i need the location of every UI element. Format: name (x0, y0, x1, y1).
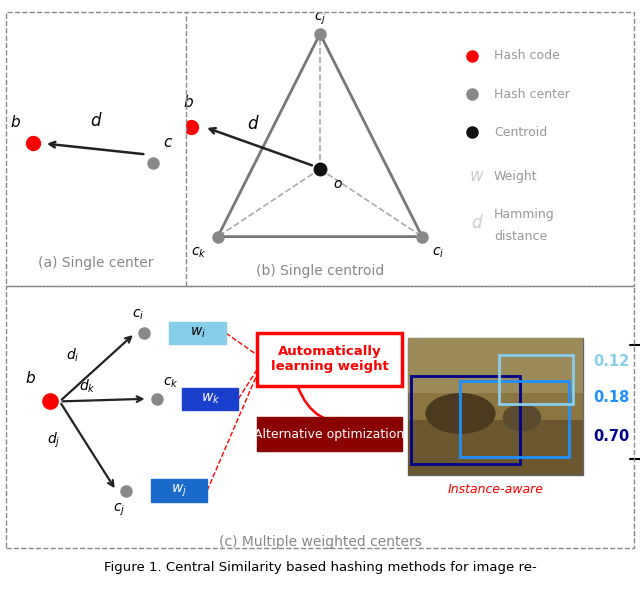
Ellipse shape (426, 393, 495, 434)
Text: $c_k$: $c_k$ (163, 375, 179, 390)
Text: Weight: Weight (494, 170, 538, 183)
Text: 0.70: 0.70 (593, 429, 629, 444)
Text: $w$: $w$ (468, 168, 484, 185)
Text: Automatically
learning weight: Automatically learning weight (271, 346, 388, 374)
Text: $b$: $b$ (10, 114, 21, 130)
FancyBboxPatch shape (170, 322, 226, 345)
Text: Figure 1. Central Similarity based hashing methods for image re-: Figure 1. Central Similarity based hashi… (104, 560, 536, 574)
FancyBboxPatch shape (257, 417, 401, 451)
FancyBboxPatch shape (408, 420, 584, 475)
Text: Instance-aware: Instance-aware (447, 483, 543, 496)
Text: $d_k$: $d_k$ (79, 378, 95, 395)
FancyBboxPatch shape (150, 480, 207, 502)
Text: Hamming: Hamming (494, 208, 555, 221)
Text: Hash code: Hash code (494, 49, 560, 62)
Text: Hash center: Hash center (494, 87, 570, 101)
Text: $b$: $b$ (25, 370, 36, 386)
Text: $b$: $b$ (183, 95, 194, 110)
Text: (b) Single centroid: (b) Single centroid (256, 264, 384, 278)
FancyBboxPatch shape (257, 333, 401, 386)
Text: 0.18: 0.18 (593, 390, 629, 405)
Text: $d$: $d$ (90, 112, 102, 130)
Text: $c_i$: $c_i$ (132, 308, 144, 322)
FancyBboxPatch shape (408, 339, 584, 475)
Text: $d_i$: $d_i$ (66, 346, 79, 364)
Text: $o$: $o$ (333, 177, 343, 191)
Text: $d$: $d$ (470, 214, 483, 232)
Text: $c_k$: $c_k$ (191, 246, 207, 260)
Text: (c) Multiple weighted centers: (c) Multiple weighted centers (219, 535, 421, 549)
Text: $c$: $c$ (163, 136, 173, 151)
Text: $c_i$: $c_i$ (432, 246, 444, 260)
Text: $w_j$: $w_j$ (171, 483, 187, 499)
Bar (461, 381, 570, 456)
FancyBboxPatch shape (408, 339, 584, 393)
Text: $c_j$: $c_j$ (314, 10, 326, 27)
Text: Alternative optimization: Alternative optimization (254, 428, 404, 441)
Ellipse shape (502, 404, 541, 431)
Text: Centroid: Centroid (494, 126, 547, 139)
Text: $w_k$: $w_k$ (200, 392, 220, 406)
Text: distance: distance (494, 230, 547, 243)
Text: 0.12: 0.12 (593, 354, 629, 369)
Text: (a) Single center: (a) Single center (38, 255, 154, 270)
FancyBboxPatch shape (182, 387, 239, 410)
Text: $w_i$: $w_i$ (189, 326, 205, 340)
Bar (411, 375, 520, 464)
Text: $d$: $d$ (248, 115, 260, 133)
Text: $c_j$: $c_j$ (113, 502, 125, 518)
Text: $d_j$: $d_j$ (47, 431, 61, 450)
Bar (499, 355, 573, 404)
